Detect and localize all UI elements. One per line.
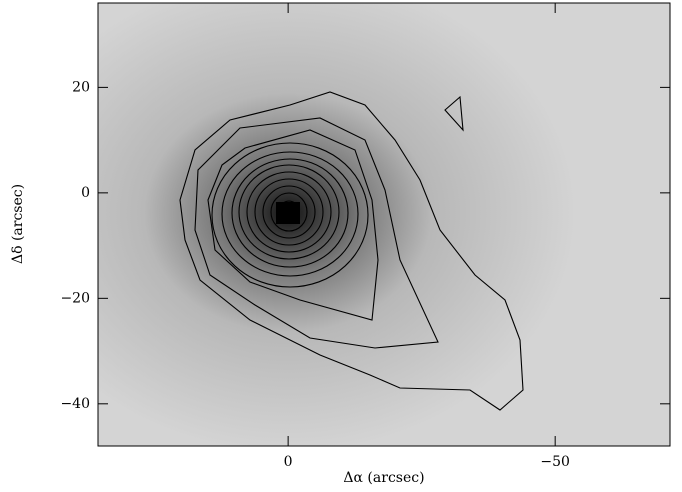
x-tick-label: −50 (540, 454, 570, 470)
x-axis-label: Δα (arcsec) (343, 470, 424, 486)
plot-frame (97, 2, 671, 447)
image (98, 3, 670, 446)
y-tick-label: 0 (81, 185, 90, 201)
y-tick-label: 20 (72, 79, 90, 95)
x-tick-label: 0 (284, 454, 293, 470)
y-tick-label: −40 (60, 396, 90, 412)
y-tick-label: −20 (60, 290, 90, 306)
y-axis-label: Δδ (arcsec) (10, 184, 26, 264)
